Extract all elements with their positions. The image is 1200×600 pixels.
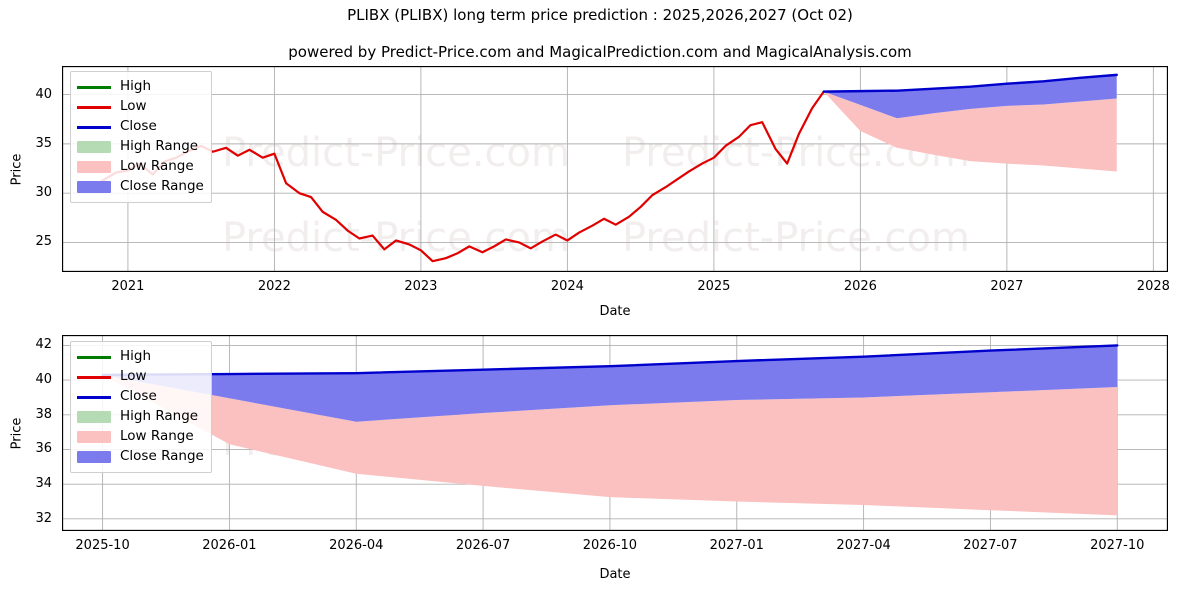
legend-item-label: Close Range: [120, 178, 204, 195]
x-tick-label: 2027-10: [1090, 538, 1145, 553]
high-swatch-icon: [77, 80, 111, 94]
y-tick-label: 40: [35, 86, 52, 102]
x-tick-label: 2023: [404, 279, 438, 294]
x-tick-label: 2026: [843, 279, 877, 294]
y-tick-label: 32: [35, 510, 52, 526]
legend-item-low-range[interactable]: Low Range: [77, 157, 204, 177]
detail-x-axis-label: Date: [599, 567, 631, 582]
x-tick-label: 2025-10: [75, 538, 130, 553]
legend-item-label: High Range: [120, 408, 199, 425]
legend-item-high-range[interactable]: High Range: [77, 137, 204, 157]
legend-item-label: Close: [120, 118, 157, 135]
close-range-band: [102, 345, 1118, 422]
y-tick-label: 38: [35, 406, 52, 422]
y-tick-label: 30: [35, 185, 52, 201]
legend-item-label: Close: [120, 388, 157, 405]
legend-item-label: Close Range: [120, 448, 204, 465]
legend-item-label: Low: [120, 368, 147, 385]
x-tick-label: 2021: [111, 279, 145, 294]
watermark-text: Predict-Price.com: [622, 215, 970, 261]
watermark-text: Predict-Price.com: [222, 215, 570, 261]
overview-chart-panel: Predict-Price.com Predict-Price.com Predic…: [62, 66, 1168, 272]
x-tick-label: 2027-07: [963, 538, 1018, 553]
plot-frame: [62, 66, 1168, 272]
x-tick-label: 2022: [257, 279, 291, 294]
page-title: PLIBX (PLIBX) long term price prediction…: [347, 6, 853, 24]
legend-item-label: Low: [120, 98, 147, 115]
overview-plot-area: Predict-Price.com Predict-Price.comPredic…: [62, 66, 1168, 272]
low-range-band: [102, 374, 1118, 516]
forecast-detail-legend: High Low Close High Range Low Range Close Ran…: [70, 341, 212, 473]
y-tick-label: 36: [35, 441, 52, 457]
low-range-swatch-icon: [77, 161, 111, 173]
x-tick-label: 2027-04: [836, 538, 891, 553]
low-swatch-icon: [77, 100, 111, 114]
low-series-line: [90, 90, 825, 263]
plot-frame: [62, 335, 1168, 531]
legend-item-low-range[interactable]: Low Range: [77, 427, 204, 447]
low-range-band: [823, 91, 1117, 172]
high-swatch-icon: [77, 350, 111, 364]
close-series-line: [822, 73, 1118, 93]
high-range-swatch-icon: [77, 411, 111, 423]
x-tick-label: 2026-10: [582, 538, 638, 553]
legend-item-close-range[interactable]: Close Range: [77, 447, 204, 467]
low-range-swatch-icon: [77, 431, 111, 443]
x-tick-label: 2024: [550, 279, 584, 294]
y-tick-label: 35: [35, 135, 52, 151]
low-swatch-icon: [77, 370, 111, 384]
legend-item-high-range[interactable]: High Range: [77, 407, 204, 427]
legend-item-low[interactable]: Low: [77, 97, 204, 117]
legend-item-close[interactable]: Close: [77, 117, 204, 137]
legend-item-high[interactable]: High: [77, 77, 204, 97]
close-swatch-icon: [77, 120, 111, 134]
x-tick-label: 2026-04: [329, 538, 384, 553]
x-tick-label: 2026-01: [202, 538, 257, 553]
legend-item-label: High Range: [120, 138, 199, 155]
legend-item-label: Low Range: [120, 158, 194, 175]
y-tick-label: 42: [35, 337, 52, 353]
x-tick-label: 2027-01: [709, 538, 764, 553]
close-range-band: [823, 74, 1117, 119]
y-tick-label: 34: [35, 476, 52, 492]
page-subtitle: powered by Predict-Price.com and Magical…: [288, 43, 912, 61]
high-range-swatch-icon: [77, 141, 111, 153]
x-tick-label: 2026-07: [455, 538, 511, 553]
x-tick-label: 2027: [990, 279, 1024, 294]
legend-item-label: High: [120, 348, 152, 365]
legend-item-high[interactable]: High: [77, 347, 204, 367]
legend-item-low[interactable]: Low: [77, 367, 204, 387]
x-tick-label: 2025: [697, 279, 731, 294]
close-range-swatch-icon: [77, 451, 111, 463]
legend-item-close[interactable]: Close: [77, 387, 204, 407]
overview-legend: High Low Close High Range Low Range Close Ran…: [70, 71, 212, 203]
close-swatch-icon: [77, 390, 111, 404]
legend-item-label: High: [120, 78, 152, 95]
overview-x-axis-label: Date: [599, 304, 631, 319]
close-range-swatch-icon: [77, 181, 111, 193]
y-tick-label: 40: [35, 372, 52, 388]
y-tick-label: 25: [35, 234, 52, 250]
legend-item-close-range[interactable]: Close Range: [77, 177, 204, 197]
x-tick-label: 2028: [1136, 279, 1170, 294]
legend-item-label: Low Range: [120, 428, 194, 445]
close-series-line: [101, 344, 1119, 377]
